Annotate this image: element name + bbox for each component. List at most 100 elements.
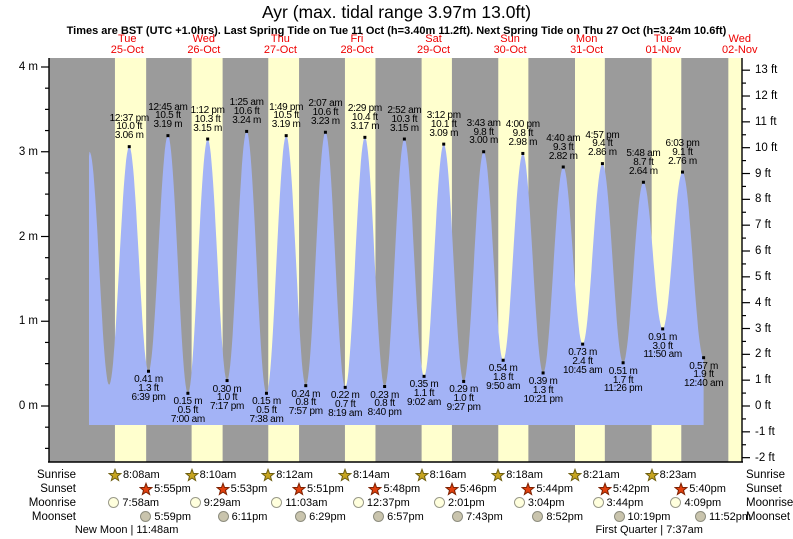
moon-phase-label: First Quarter | 7:37am bbox=[595, 524, 703, 536]
moonset-icon bbox=[373, 511, 385, 522]
axis-tick-label-ft: 6 ft bbox=[755, 245, 771, 257]
sunset-icon-shape bbox=[368, 482, 383, 496]
tide-extreme-dot bbox=[641, 180, 645, 184]
sunrise-icon-shape bbox=[107, 468, 122, 482]
day-label: Tue 01-Nov bbox=[645, 33, 681, 56]
moonset-icon bbox=[532, 511, 544, 522]
moonrise-icon bbox=[352, 497, 364, 508]
axis-tick-label-ft: 10 ft bbox=[755, 141, 778, 154]
moonrise-time: 3:04pm bbox=[527, 497, 565, 509]
sunset-time: 5:55pm bbox=[154, 483, 191, 495]
tide-extreme-dot bbox=[323, 130, 327, 134]
axis-tick-label-ft: 11 ft bbox=[755, 115, 777, 128]
moonset-time: 7:43pm bbox=[466, 511, 503, 523]
moonrise-icon bbox=[513, 497, 525, 508]
tide-extreme-dot bbox=[702, 356, 706, 360]
astro-row-label-right: Moonrise bbox=[746, 497, 793, 509]
axis-tick-label-ft: 9 ft bbox=[755, 167, 771, 180]
sunset-icon bbox=[521, 482, 536, 496]
axis-tick-label-ft: 13 ft bbox=[755, 64, 778, 77]
tide-extreme-dot bbox=[661, 327, 665, 331]
sunrise-time: 8:12am bbox=[276, 469, 313, 481]
moonset-icon bbox=[217, 511, 229, 522]
tide-extreme-dot bbox=[343, 385, 347, 389]
sunrise-time: 8:16am bbox=[429, 469, 467, 481]
axis-tick-label-ft: 3 ft bbox=[755, 322, 771, 335]
sunrise-icon bbox=[567, 468, 582, 482]
low-tide-label: 0.15 m 0.5 ft 7:00 am bbox=[170, 396, 205, 425]
tide-extreme-dot bbox=[600, 162, 604, 166]
axis-tick-label-ft: 0 ft bbox=[755, 400, 771, 412]
low-tide-label: 0.73 m 2.4 ft 10:45 am bbox=[562, 347, 603, 376]
high-tide-label: 2:52 am 10.3 ft 3.15 m bbox=[387, 105, 422, 134]
day-label: Sat 29-Oct bbox=[417, 33, 451, 56]
sunrise-icon bbox=[261, 468, 276, 482]
moonset-icon bbox=[613, 511, 625, 522]
low-tide-label: 0.41 m 1.3 ft 6:39 pm bbox=[131, 374, 166, 403]
day-label: Thu 27-Oct bbox=[263, 33, 297, 56]
astro-row-label-right: Sunset bbox=[746, 483, 782, 495]
tide-area bbox=[89, 131, 704, 425]
sunset-icon bbox=[139, 482, 154, 496]
sunrise-icon-shape bbox=[184, 468, 199, 482]
moonrise-time: 7:58am bbox=[122, 497, 160, 509]
moonset-time: 8:52pm bbox=[546, 511, 584, 523]
sunrise-time: 8:14am bbox=[352, 469, 390, 481]
high-tide-label: 6:03 pm 9.1 ft 2.76 m bbox=[665, 138, 700, 167]
sunrise-icon bbox=[644, 468, 659, 482]
axis-tick-label-ft: 7 ft bbox=[755, 219, 771, 232]
moonset-time: 6:29pm bbox=[309, 511, 346, 523]
astro-row-label-left: Sunrise bbox=[37, 469, 76, 481]
sunset-icon bbox=[368, 482, 383, 496]
sunset-icon bbox=[215, 482, 230, 496]
high-tide-label: 5:48 am 8.7 ft 2.64 m bbox=[626, 148, 661, 177]
moonset-time: 6:57pm bbox=[387, 511, 424, 523]
sunset-icon-shape bbox=[139, 482, 154, 496]
high-tide-label: 12:37 pm 10.0 ft 3.06 m bbox=[109, 112, 150, 142]
tide-extreme-dot bbox=[541, 371, 545, 375]
axis-tick-label-m: 3 m bbox=[18, 145, 38, 158]
moonrise-icon bbox=[592, 497, 604, 508]
high-tide-label: 1:12 pm 10.3 ft 3.15 m bbox=[190, 105, 225, 134]
sunset-icon bbox=[597, 482, 612, 496]
high-tide-label: 1:49 pm 10.5 ft 3.19 m bbox=[269, 101, 304, 131]
tide-extreme-dot bbox=[621, 361, 625, 365]
high-tide-label: 2:29 pm 10.4 ft 3.17 m bbox=[347, 103, 382, 132]
tide-extreme-dot bbox=[264, 391, 268, 395]
tide-extreme-dot bbox=[680, 170, 684, 174]
high-tide-label: 3:12 pm 10.1 ft 3.09 m bbox=[426, 110, 461, 139]
sunset-icon bbox=[292, 482, 307, 496]
moonrise-time: 11:03am bbox=[285, 497, 328, 509]
sunrise-icon bbox=[414, 468, 429, 482]
day-label: Wed 02-Nov bbox=[722, 33, 758, 56]
day-label: Tue 25-Oct bbox=[110, 33, 144, 56]
daylight-band bbox=[728, 58, 742, 462]
low-tide-label: 0.91 m 3.0 ft 11:50 am bbox=[643, 331, 682, 361]
low-tide-label: 0.24 m 0.8 ft 7:57 pm bbox=[288, 388, 323, 418]
moonrise-time: 3:44pm bbox=[606, 497, 644, 509]
sunset-time: 5:48pm bbox=[383, 483, 421, 495]
axis-tick-label-ft: 2 ft bbox=[755, 348, 771, 361]
high-tide-label: 2:07 am 10.6 ft 3.23 m bbox=[308, 98, 343, 127]
axis-tick-label-ft: 8 ft bbox=[755, 193, 771, 206]
sunset-time: 5:42pm bbox=[612, 483, 650, 495]
moonrise-icon bbox=[271, 497, 283, 508]
sunset-time: 5:51pm bbox=[307, 483, 344, 495]
axis-tick-label-ft: 4 ft bbox=[755, 296, 771, 309]
low-tide-label: 0.54 m 1.8 ft 9:50 am bbox=[486, 363, 521, 392]
moonrise-icon bbox=[433, 497, 445, 508]
sunset-icon-shape bbox=[444, 482, 459, 496]
tide-extreme-dot bbox=[442, 142, 446, 146]
chart-subtitle: Times are BST (UTC +1.0hrs). Last Spring… bbox=[66, 25, 727, 37]
sunset-icon-shape bbox=[674, 482, 689, 496]
astro-row-label-left: Moonrise bbox=[28, 497, 76, 509]
high-tide-label: 4:40 am 9.3 ft 2.82 m bbox=[546, 133, 581, 162]
moonrise-time: 2:01pm bbox=[447, 497, 485, 509]
low-tide-label: 0.22 m 0.7 ft 8:19 am bbox=[328, 390, 363, 419]
tide-extreme-dot bbox=[402, 137, 406, 141]
sunset-time: 5:46pm bbox=[459, 483, 497, 495]
tide-extreme-dot bbox=[146, 369, 150, 373]
moonset-icon bbox=[695, 511, 707, 522]
tide-extreme-dot bbox=[245, 129, 249, 133]
sunrise-time: 8:08am bbox=[122, 469, 160, 481]
